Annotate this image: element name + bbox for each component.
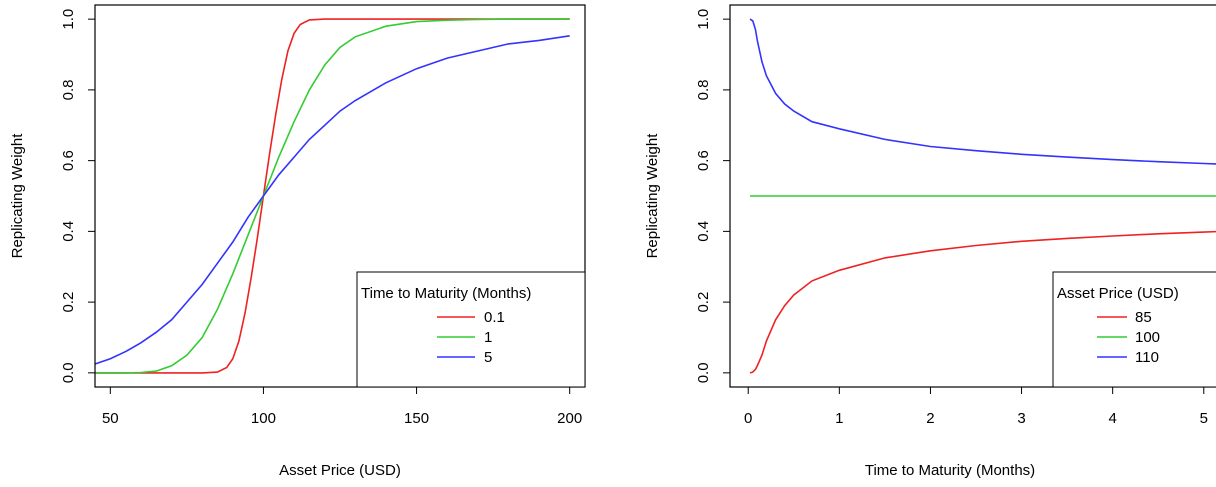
x-tick-label: 150 (404, 410, 429, 427)
y-tick-label: 0.6 (695, 150, 712, 171)
y-tick-label: 0.0 (695, 362, 712, 383)
legend-label: 85 (1135, 309, 1152, 326)
x-tick-label: 2 (926, 410, 934, 427)
legend: Time to Maturity (Months) 0.1 1 5 (356, 271, 586, 388)
legend-title: Time to Maturity (Months) (361, 285, 531, 302)
y-tick-label: 0.4 (695, 221, 712, 242)
y-tick-label: 1.0 (695, 9, 712, 30)
x-axis-title: Time to Maturity (Months) (865, 462, 1035, 479)
y-axis-title: Replicating Weight (9, 133, 26, 259)
x-tick-label: 1 (835, 410, 843, 427)
y-tick-label: 0.6 (60, 150, 77, 171)
y-tick-label: 0.0 (60, 362, 77, 383)
legend: Asset Price (USD) 85 100 110 (1052, 271, 1216, 388)
series-line-0.1 (95, 18, 570, 374)
series-line-110 (749, 18, 1216, 165)
legend-label: 1 (484, 329, 492, 346)
legend-label: 0.1 (484, 309, 505, 326)
left-chart-panel: 50 100 150 200 0.0 0.2 0.4 0.6 0.8 1.0 Asset Price… (9, 4, 586, 479)
series-line-1 (95, 18, 570, 374)
legend-label: 5 (484, 349, 492, 366)
x-tick-label: 50 (102, 410, 119, 427)
right-chart-panel: 0 1 2 3 4 5 0.0 0.2 0.4 0.6 0.8 1.0 Time to Maturity… (644, 4, 1216, 479)
y-tick-label: 0.8 (60, 79, 77, 100)
series-line-5 (94, 35, 570, 365)
y-tick-label: 0.2 (60, 292, 77, 313)
y-axis-title: Replicating Weight (644, 133, 661, 259)
x-tick-label: 4 (1108, 410, 1116, 427)
y-tick-label: 0.2 (695, 292, 712, 313)
x-tick-label: 3 (1017, 410, 1025, 427)
y-tick-label: 0.8 (695, 79, 712, 100)
legend-title: Asset Price (USD) (1057, 285, 1179, 302)
x-axis-title: Asset Price (USD) (279, 462, 401, 479)
y-tick-label: 1.0 (60, 9, 77, 30)
x-tick-label: 100 (251, 410, 276, 427)
x-tick-label: 0 (744, 410, 752, 427)
plot-frame (94, 4, 586, 388)
legend-box (1052, 271, 1216, 388)
legend-box (356, 271, 586, 388)
x-tick-label: 5 (1200, 410, 1208, 427)
plot-frame (729, 4, 1216, 388)
legend-label: 100 (1135, 329, 1160, 346)
y-tick-label: 0.4 (60, 221, 77, 242)
series-line-85 (749, 230, 1216, 374)
legend-label: 110 (1135, 349, 1159, 366)
x-tick-label: 200 (557, 410, 582, 427)
